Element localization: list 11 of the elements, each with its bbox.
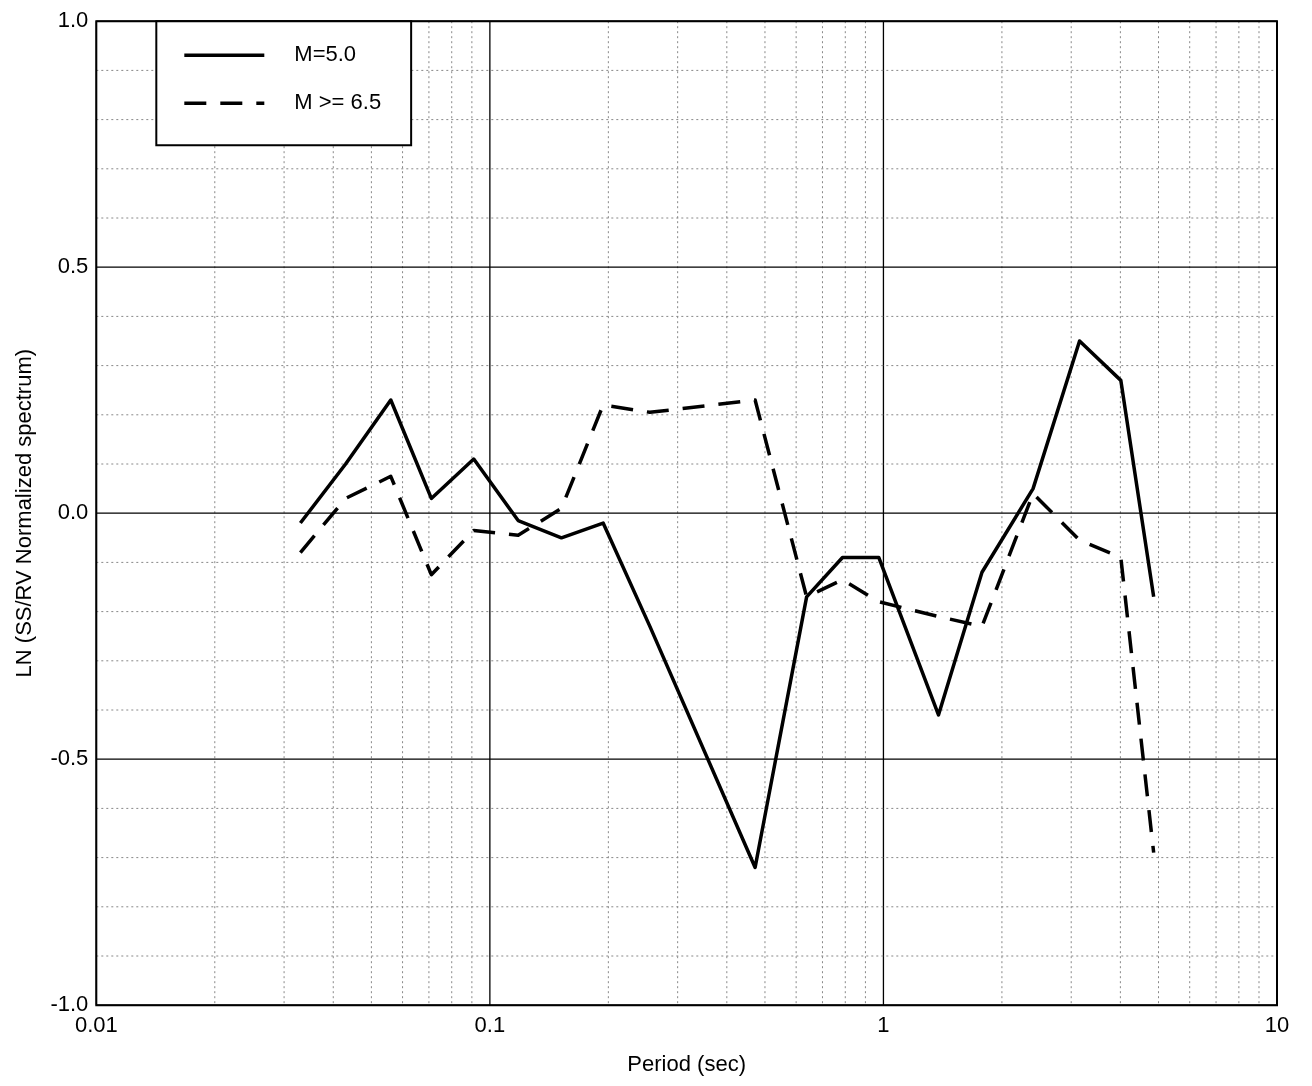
x-tick-label: 1 (877, 1012, 890, 1038)
legend-label: M >= 6.5 (294, 89, 382, 115)
legend-label: M=5.0 (294, 41, 357, 67)
y-tick-label: -0.5 (50, 745, 89, 771)
x-tick-label: 10 (1264, 1012, 1290, 1038)
x-tick-label: 0.1 (474, 1012, 506, 1038)
x-axis-title: Period (sec) (627, 1050, 746, 1076)
y-tick-label: 1.0 (57, 7, 89, 33)
y-axis-title: LN (SS/RV Normalized spectrum) (11, 348, 37, 678)
y-tick-label: 0.0 (57, 499, 89, 525)
y-tick-label: 0.5 (57, 253, 89, 279)
